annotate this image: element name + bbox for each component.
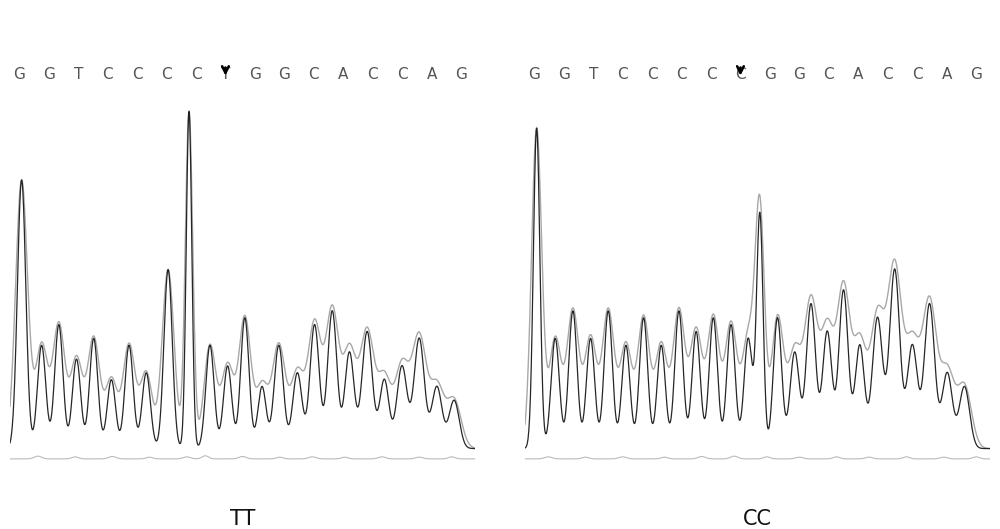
Text: G: G (249, 67, 261, 82)
Text: C: C (676, 67, 687, 82)
Text: G: G (455, 67, 467, 82)
Text: C: C (161, 67, 172, 82)
Text: G: G (764, 67, 776, 82)
Text: A: A (853, 67, 863, 82)
Text: C: C (912, 67, 922, 82)
Text: T: T (221, 67, 230, 82)
Text: C: C (132, 67, 142, 82)
Text: G: G (970, 67, 982, 82)
Text: G: G (278, 67, 290, 82)
Text: C: C (367, 67, 378, 82)
Text: C: C (397, 67, 407, 82)
Text: CC: CC (743, 509, 772, 528)
Text: TT: TT (230, 509, 255, 528)
Text: G: G (43, 67, 55, 82)
Text: G: G (528, 67, 540, 82)
Text: T: T (74, 67, 83, 82)
Text: C: C (617, 67, 628, 82)
Text: C: C (308, 67, 319, 82)
Text: C: C (647, 67, 657, 82)
Text: T: T (589, 67, 598, 82)
Text: A: A (941, 67, 952, 82)
Text: G: G (13, 67, 25, 82)
Text: C: C (882, 67, 893, 82)
Text: C: C (706, 67, 716, 82)
Text: A: A (338, 67, 348, 82)
Text: C: C (735, 67, 746, 82)
Text: C: C (102, 67, 113, 82)
Text: C: C (823, 67, 834, 82)
Text: G: G (793, 67, 805, 82)
Text: C: C (191, 67, 201, 82)
Text: A: A (426, 67, 437, 82)
Text: G: G (558, 67, 570, 82)
